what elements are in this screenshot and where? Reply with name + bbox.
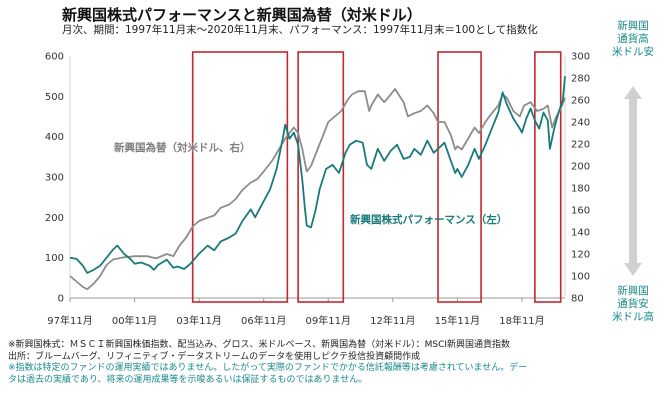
right-top-label-line: 米ドル安 xyxy=(612,46,654,58)
x-tick-label: 06年11月 xyxy=(241,314,286,327)
chart-title: 新興国株式パフォーマンスと新興国為替（対米ドル） xyxy=(62,6,422,24)
series-fx-line xyxy=(69,88,566,291)
right-top-label-line: 通貨高 xyxy=(617,33,649,45)
footnote-disclaimer-cont: タは過去の実績であり、将来の運用成果等を示唆あるいは保証するものではありません。 xyxy=(8,374,368,385)
x-tick-label: 97年11月 xyxy=(47,314,92,327)
highlight-period-box xyxy=(191,51,289,303)
right-bottom-label-line: 米ドル高 xyxy=(612,311,654,323)
y-right-tick-label: 240 xyxy=(571,118,590,129)
y-left-tick-label: 500 xyxy=(45,92,64,103)
highlight-period-box xyxy=(437,51,482,303)
footnote-source: 出所：ブルームバーグ、リフィニティブ・データストリームのデータを使用しピクテ投信… xyxy=(8,351,421,362)
x-tick-label: 00年11月 xyxy=(112,314,157,327)
arrow-up-icon xyxy=(624,86,642,99)
y-right-tick-label: 220 xyxy=(571,140,590,151)
y-left-tick-label: 400 xyxy=(45,132,64,143)
x-tick-label: 18年11月 xyxy=(499,314,544,327)
y-right-tick-label: 160 xyxy=(571,206,590,217)
y-left-tick-label: 300 xyxy=(45,173,64,184)
y-right-tick-label: 280 xyxy=(571,74,590,85)
right-top-label-line: 新興国 xyxy=(617,20,649,32)
right-bottom-label-line: 新興国 xyxy=(617,285,649,297)
y-left-tick-label: 0 xyxy=(58,294,64,305)
x-tick-label: 15年11月 xyxy=(435,314,480,327)
y-right-tick-label: 120 xyxy=(571,250,590,261)
y-right-tick-label: 180 xyxy=(571,184,590,195)
footnote-source-index: ※新興国株式：ＭＳＣＩ新興国株価指数、配当込み、グロス、米ドルベース、新興国為替… xyxy=(8,340,511,350)
annotation-equity: 新興国株式パフォーマンス（左） xyxy=(350,213,507,226)
y-left-tick-label: 200 xyxy=(45,213,64,224)
arrow-down-icon xyxy=(624,263,642,276)
y-right-tick-label: 260 xyxy=(571,96,590,107)
highlight-period-box xyxy=(297,51,345,303)
series-equity-line xyxy=(69,76,566,274)
footnotes: ※新興国株式：ＭＳＣＩ新興国株価指数、配当込み、グロス、米ドルベース、新興国為替… xyxy=(8,340,663,386)
direction-arrow-shaft xyxy=(629,98,637,264)
y-right-tick-label: 300 xyxy=(571,52,590,63)
y-right-tick-label: 80 xyxy=(571,294,584,305)
y-right-tick-label: 100 xyxy=(571,272,590,283)
y-right-tick-label: 200 xyxy=(571,162,590,173)
y-left-tick-label: 600 xyxy=(45,52,64,63)
chart-subtitle: 月次、期間：1997年11月末〜2020年11月末、パフォーマンス：1997年1… xyxy=(62,24,538,36)
y-right-tick-label: 140 xyxy=(571,228,590,239)
x-tick-label: 12年11月 xyxy=(370,314,415,327)
right-top-label: 新興国 通貨高 米ドル安 xyxy=(598,20,668,59)
footnote-disclaimer: ※指数は特定のファンドの運用実績ではありません。したがって実際のファンドでかかる… xyxy=(8,363,528,373)
y-left-tick-label: 100 xyxy=(45,253,64,264)
x-tick-label: 03年11月 xyxy=(176,314,221,327)
right-bottom-label: 新興国 通貨安 米ドル高 xyxy=(598,285,668,324)
highlight-period-box xyxy=(534,51,562,303)
x-tick-label: 09年11月 xyxy=(306,314,351,327)
annotation-fx: 新興国為替（対米ドル、右） xyxy=(114,141,251,154)
right-bottom-label-line: 通貨安 xyxy=(617,298,649,310)
